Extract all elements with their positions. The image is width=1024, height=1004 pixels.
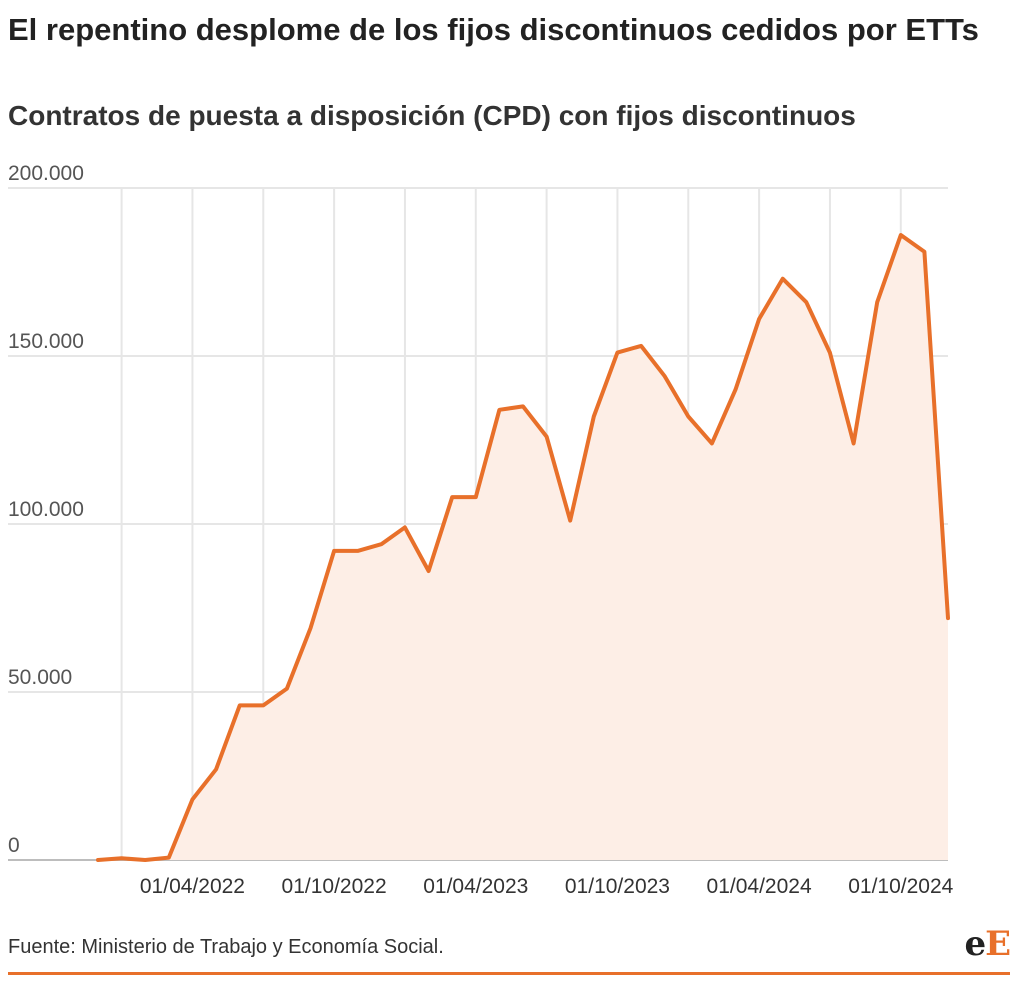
logo-letter-e: e	[964, 924, 986, 964]
line-layer	[96, 233, 950, 862]
y-tick-label: 0	[8, 834, 20, 857]
x-tick-label: 01/10/2024	[848, 875, 953, 898]
x-tick-label: 01/10/2022	[282, 875, 387, 898]
logo-letter-E: E	[985, 924, 1011, 964]
series-line	[96, 233, 950, 862]
y-axis-labels: 0 50.000 100.000 150.000 200.000	[8, 162, 84, 857]
brand-logo: eE	[964, 924, 1011, 964]
source-note: Fuente: Ministerio de Trabajo y Economía…	[8, 936, 444, 958]
chart-title: El repentino desplome de los fijos disco…	[8, 12, 979, 47]
x-tick-label: 01/04/2024	[707, 875, 812, 898]
x-axis-labels: 01/04/2022 01/10/2022 01/04/2023 01/10/2023…	[140, 875, 954, 898]
x-tick-label: 01/10/2023	[565, 875, 670, 898]
footer-divider	[8, 972, 1010, 975]
y-tick-label: 50.000	[8, 666, 72, 689]
y-tick-label: 150.000	[8, 330, 84, 353]
y-tick-label: 100.000	[8, 498, 84, 521]
y-tick-label: 200.000	[8, 162, 84, 185]
x-tick-label: 01/04/2022	[140, 875, 245, 898]
chart-subtitle: Contratos de puesta a disposición (CPD) …	[8, 100, 856, 131]
x-tick-label: 01/04/2023	[423, 875, 528, 898]
